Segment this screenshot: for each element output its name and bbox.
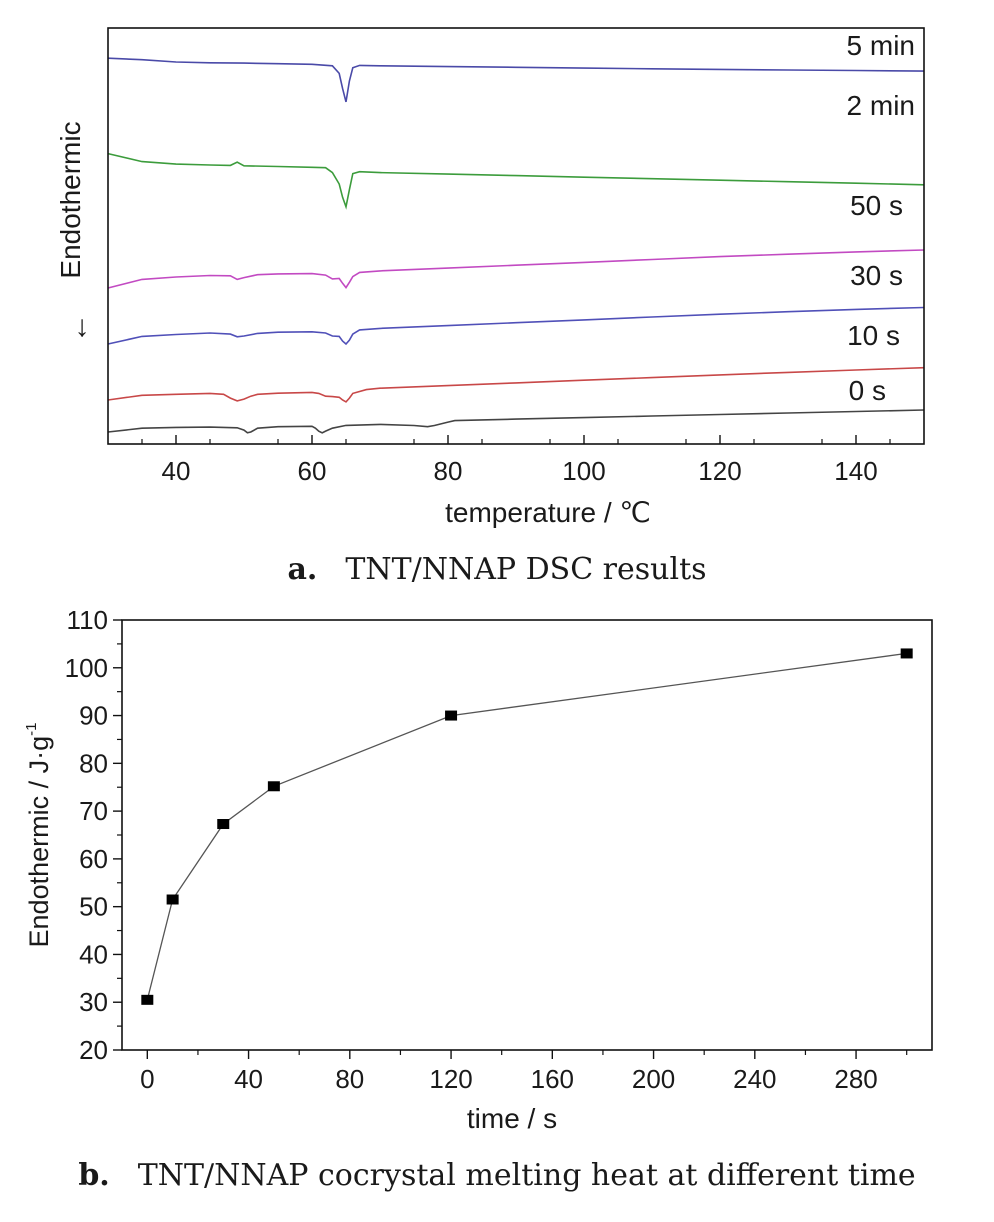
dsc-series-line: [107, 366, 925, 403]
figure-b-caption-text: TNT/NNAP cocrystal melting heat at diffe…: [137, 1158, 916, 1193]
melting-heat-x-tick-label: 240: [733, 1064, 776, 1094]
melting-heat-y-tick-label: 20: [79, 1035, 108, 1065]
dsc-plot-frame: [107, 27, 925, 445]
dsc-series-label: 30 s: [850, 260, 903, 291]
figure-a-caption-text: TNT/NNAP DSC results: [345, 552, 707, 587]
melting-heat-point: [141, 994, 154, 1005]
dsc-x-ticks: 40 60 80 100 120 140: [141, 435, 891, 486]
melting-heat-point: [445, 710, 458, 721]
dsc-series-labels: 5 min 2 min 50 s 30 s 10 s 0 s: [847, 30, 915, 406]
melting-heat-point: [217, 819, 230, 830]
melting-heat-x-axis-label: time / s: [467, 1103, 557, 1134]
melting-heat-y-axis-label-main: Endothermic / J·g: [24, 736, 54, 948]
dsc-series-label: 50 s: [850, 190, 903, 221]
figure-b-caption-tag: b.: [78, 1158, 110, 1193]
dsc-x-tick-label: 100: [562, 456, 605, 486]
melting-heat-x-tick-label: 120: [429, 1064, 472, 1094]
melting-heat-series-line: [146, 652, 907, 1000]
dsc-series-group: [107, 57, 925, 434]
dsc-series-line: [107, 306, 925, 346]
melting-heat-x-tick-label: 0: [140, 1064, 154, 1094]
dsc-chart: 5 min 2 min 50 s 30 s 10 s 0 s 40 60 80 100 120 14…: [55, 27, 925, 528]
melting-heat-y-tick-label: 90: [79, 701, 108, 731]
dsc-y-axis-label-group: Endothermic: [55, 121, 86, 278]
melting-heat-y-tick-label: 40: [79, 939, 108, 969]
melting-heat-point: [900, 648, 913, 659]
dsc-series-label: 5 min: [847, 30, 915, 61]
melting-heat-chart: 20 30 40 50 60 70 80 90 100 110 0 40 80 120 160 200 240…: [23, 605, 933, 1134]
dsc-series-line: [107, 409, 925, 434]
dsc-x-tick-label: 120: [698, 456, 741, 486]
dsc-series-label: 10 s: [847, 320, 900, 351]
dsc-series-label: 2 min: [847, 90, 915, 121]
melting-heat-y-axis-label-group: Endothermic / J·g-1: [23, 723, 54, 948]
figure-b-caption: b. TNT/NNAP cocrystal melting heat at dif…: [0, 1158, 994, 1193]
melting-heat-x-ticks: 0 40 80 120 160 200 240 280: [140, 1050, 908, 1094]
melting-heat-y-tick-label: 50: [79, 892, 108, 922]
dsc-x-axis-label: temperature / ℃: [445, 497, 651, 528]
melting-heat-point: [166, 894, 179, 905]
melting-heat-y-tick-label: 80: [79, 748, 108, 778]
melting-heat-plot-frame: [121, 619, 933, 1051]
dsc-series-label: 0 s: [849, 375, 886, 406]
dsc-x-tick-label: 40: [162, 456, 191, 486]
melting-heat-point: [267, 781, 280, 792]
melting-heat-x-tick-label: 280: [834, 1064, 877, 1094]
melting-heat-y-tick-label: 60: [79, 844, 108, 874]
melting-heat-y-axis-label: Endothermic / J·g-1: [23, 723, 54, 948]
melting-heat-x-tick-label: 200: [632, 1064, 675, 1094]
dsc-x-tick-label: 60: [298, 456, 327, 486]
dsc-series-line: [107, 152, 925, 210]
melting-heat-x-tick-label: 40: [234, 1064, 263, 1094]
dsc-x-tick-label: 140: [834, 456, 877, 486]
melting-heat-y-tick-label: 30: [79, 987, 108, 1017]
dsc-x-tick-label: 80: [434, 456, 463, 486]
melting-heat-y-tick-label: 100: [65, 653, 108, 683]
melting-heat-y-axis-label-superscript: -1: [23, 723, 40, 736]
melting-heat-y-tick-label: 70: [79, 796, 108, 826]
dsc-y-axis-label: Endothermic: [55, 121, 86, 278]
figure-a-caption-tag: a.: [287, 552, 318, 587]
figure-a-caption: a. TNT/NNAP DSC results: [0, 552, 994, 587]
dsc-series-line: [107, 57, 925, 103]
melting-heat-series: [141, 648, 913, 1005]
melting-heat-x-tick-label: 80: [335, 1064, 364, 1094]
melting-heat-y-ticks: 20 30 40 50 60 70 80 90 100 110: [65, 605, 122, 1065]
melting-heat-x-tick-label: 160: [531, 1064, 574, 1094]
dsc-series-line: [107, 249, 925, 289]
melting-heat-y-tick-label: 110: [67, 605, 108, 635]
dsc-y-axis-arrow: ↓: [75, 310, 90, 343]
